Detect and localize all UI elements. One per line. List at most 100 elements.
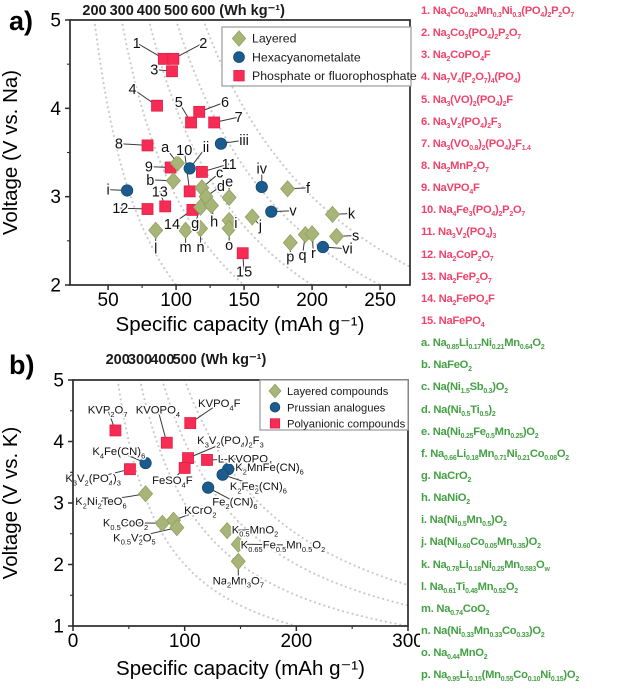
x-tick-label: 250 bbox=[364, 290, 396, 311]
isoline-curve bbox=[116, 380, 298, 626]
square-marker bbox=[182, 452, 194, 465]
point-label: iv bbox=[257, 161, 268, 177]
leader-line bbox=[238, 543, 283, 546]
diamond-marker bbox=[230, 552, 246, 571]
diamond-marker bbox=[221, 188, 237, 207]
square-marker bbox=[236, 247, 249, 260]
diamond-marker bbox=[165, 172, 181, 190]
compound-item-layered: g. NaCrO2 bbox=[421, 469, 472, 485]
compound-item-layered: l. Na0.61Ti0.48Mn0.52O2 bbox=[421, 580, 518, 595]
square-marker bbox=[109, 424, 122, 437]
leader-line bbox=[92, 468, 131, 479]
point-label: K4Fe(CN)6 bbox=[92, 446, 145, 460]
data-points bbox=[109, 417, 246, 571]
chart-legend: Layered compounds Prussian analogues Polya… bbox=[259, 379, 409, 431]
square-marker bbox=[183, 185, 196, 198]
compound-list: 1. Na4Co0.24Mn0.3Ni0.3(PO4)2P2O7 2. Na3Co… bbox=[421, 3, 636, 690]
compound-item-phosphate: 6. Na3V2(PO4)2F3 bbox=[421, 115, 501, 130]
legend-label: Polyanionic compounds bbox=[287, 419, 406, 431]
diamond-marker bbox=[280, 180, 296, 198]
point-label: o bbox=[225, 238, 233, 254]
energy-header-value: 500 bbox=[164, 3, 188, 19]
chart-legend: Layered Hexacyanometalate Phosphate or flu… bbox=[221, 26, 417, 87]
point-label: KCrO2 bbox=[184, 505, 216, 519]
energy-header-value: 300 bbox=[110, 3, 134, 19]
axes: 0 100 200 300 1 2 3 4 5 bbox=[53, 371, 420, 653]
compound-item-layered: i. Na(Ni0.5Mn0.5)O2 bbox=[421, 514, 507, 529]
compound-item-layered: c. Na(Ni1.5Sb0.3)O2 bbox=[421, 381, 508, 396]
leader-line bbox=[134, 527, 177, 538]
diamond-marker bbox=[203, 196, 219, 215]
compound-item-layered: d. Na(Ni0.5Ti0.5)2 bbox=[421, 403, 496, 418]
x-tick-label: 50 bbox=[98, 290, 119, 311]
point-label: 15 bbox=[236, 265, 252, 281]
point-label: i bbox=[106, 183, 109, 199]
y-axis-title: Voltage (V vs. Na) bbox=[0, 70, 22, 235]
legend-label: Prussian analogues bbox=[287, 402, 386, 414]
square-marker bbox=[193, 105, 206, 118]
y-tick-label: 3 bbox=[50, 187, 61, 208]
point-label: KVP2O7 bbox=[88, 404, 128, 418]
compound-item-phosphate: 8. Na2MnP2O7 bbox=[421, 159, 489, 175]
compound-item-layered: e. Na(Ni0.25Fe0.5Mn0.25)O2 bbox=[421, 425, 539, 440]
circle-marker bbox=[255, 180, 268, 194]
y-tick-label: 1 bbox=[53, 617, 64, 638]
leader-line bbox=[187, 439, 231, 459]
compound-item-phosphate: 4. Na7V4(P2O7)4(PO4) bbox=[421, 71, 521, 86]
square-marker bbox=[166, 65, 178, 78]
energy-header-value: 200 bbox=[106, 352, 130, 368]
point-label: e bbox=[225, 175, 233, 191]
point-label: K3V2(PO4)2F3 bbox=[197, 435, 264, 449]
legend-label: Phosphate or fluorophosphate bbox=[252, 69, 417, 83]
x-axis-title: Specific capacity (mAh g⁻¹) bbox=[116, 313, 365, 336]
point-label: L-KVOPO4 bbox=[218, 454, 272, 468]
compound-item-layered: f. Na0.66Li0.18Mn0.71Ni0.21Co0.08O2 bbox=[421, 447, 569, 463]
compound-item-phosphate: 13. Na2FeP2O7 bbox=[421, 270, 492, 285]
circle-marker bbox=[202, 481, 215, 494]
isoline-curve bbox=[202, 20, 410, 268]
point-label: 13 bbox=[152, 184, 168, 200]
compound-item-phosphate: 3. Na2CoPO4F bbox=[421, 49, 491, 64]
point-label: K2Fe2(CN)6 bbox=[230, 481, 287, 495]
leader-line bbox=[222, 474, 259, 487]
energy-header-value: 400 bbox=[150, 352, 174, 368]
circle-marker bbox=[121, 184, 134, 197]
compound-item-layered: o. Na0.44MnO2 bbox=[421, 647, 488, 662]
legend-label: Hexacyanometalate bbox=[252, 50, 361, 64]
compound-item-layered: n. Na(Ni0.33Mn0.33Co0.33)O2 bbox=[421, 624, 545, 640]
circle-marker bbox=[316, 240, 330, 254]
panel-a-label: a) bbox=[9, 6, 34, 36]
square-marker bbox=[185, 116, 197, 129]
isoline-curve bbox=[147, 20, 314, 285]
point-label: q bbox=[299, 248, 307, 264]
energy-header-value: 400 bbox=[137, 3, 161, 19]
diamond-marker bbox=[154, 514, 170, 532]
point-label: 8 bbox=[115, 137, 123, 153]
point-label: v bbox=[289, 204, 297, 220]
compound-item-layered: b. NaFeO2 bbox=[421, 359, 472, 374]
point-label: 9 bbox=[145, 160, 153, 176]
compound-item-phosphate: 15. NaFePO4 bbox=[421, 314, 485, 330]
point-label: k bbox=[348, 206, 356, 222]
point-label: 14 bbox=[164, 217, 180, 233]
energy-header-unit: (Wh kg⁻¹) bbox=[201, 352, 267, 368]
point-label: f bbox=[306, 181, 311, 197]
diamond-marker bbox=[138, 485, 154, 503]
diamond-marker bbox=[219, 522, 235, 540]
square-marker bbox=[178, 462, 191, 474]
diamond-marker bbox=[329, 227, 345, 246]
energy-header-value: 200 bbox=[82, 3, 106, 19]
square-marker bbox=[151, 99, 163, 112]
square-marker bbox=[201, 454, 213, 466]
square-marker bbox=[124, 463, 136, 476]
data-points bbox=[121, 52, 345, 260]
diamond-marker bbox=[169, 518, 185, 537]
point-label: 7 bbox=[235, 110, 243, 126]
isoline-curve bbox=[120, 20, 246, 285]
point-label: j bbox=[258, 219, 262, 235]
point-label: KVPO4F bbox=[198, 398, 241, 412]
square-marker bbox=[141, 139, 154, 152]
point-label: 3 bbox=[150, 62, 158, 78]
y-tick-label: 5 bbox=[53, 371, 64, 392]
